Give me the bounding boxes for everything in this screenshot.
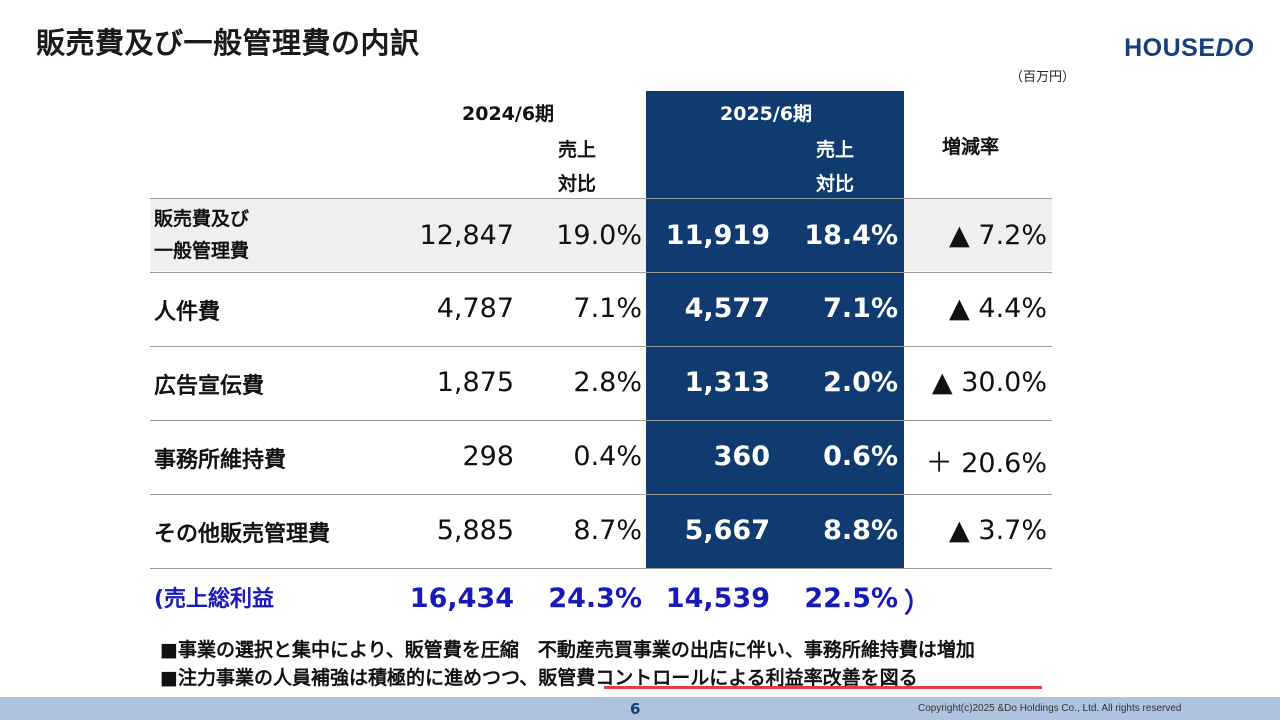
- gross-profit-curr: 14,539: [665, 583, 770, 614]
- row-divider: [150, 420, 1052, 421]
- gross-profit-close: ）: [904, 588, 931, 619]
- cell-change: ▲ 7.2%: [949, 220, 1047, 251]
- cell-curr: 5,667: [684, 515, 770, 546]
- header-period-prev: 2024/6期: [462, 103, 555, 125]
- cell-prev: 5,885: [436, 515, 514, 546]
- gross-profit-prev-ratio: 24.3%: [548, 583, 642, 614]
- header-ratio-prev-2: 対比: [558, 173, 597, 195]
- company-logo: HOUSEDO: [1124, 34, 1254, 63]
- row-divider: [150, 346, 1052, 347]
- row-label-line1: 販売費及び: [154, 208, 250, 230]
- note-line-2: ■注力事業の人員補強は積極的に進めつつ、販管費コントロールによる利益率改善を図る: [160, 667, 918, 689]
- header-change: 増減率: [942, 136, 1000, 158]
- unit-label: （百万円）: [1010, 70, 1076, 85]
- cell-curr-ratio: 8.8%: [823, 515, 898, 546]
- cell-prev-ratio: 19.0%: [556, 220, 642, 251]
- note-line-1: ■事業の選択と集中により、販管費を圧縮 不動産売買事業の出店に伴い、事務所維持費…: [160, 639, 975, 661]
- footer-band: [0, 697, 1280, 720]
- cell-prev: 12,847: [419, 220, 514, 251]
- cell-curr: 1,313: [684, 367, 770, 398]
- cell-prev-ratio: 2.8%: [573, 367, 642, 398]
- cell-change: ▲ 30.0%: [931, 367, 1047, 398]
- cell-curr: 4,577: [684, 293, 770, 324]
- logo-house: HOUSE: [1124, 34, 1216, 62]
- row-label-total: 販売費及び一般管理費: [154, 203, 249, 267]
- cell-curr-ratio: 7.1%: [823, 293, 898, 324]
- header-ratio-prev-1: 売上: [558, 139, 597, 161]
- cell-prev-ratio: 7.1%: [573, 293, 642, 324]
- cell-curr-ratio: 0.6%: [823, 441, 898, 472]
- row-divider: [150, 198, 1052, 199]
- cell-change: ▲ 4.4%: [949, 293, 1047, 324]
- cell-prev: 4,787: [436, 293, 514, 324]
- header-period-curr: 2025/6期: [720, 103, 813, 125]
- cell-curr-ratio: 18.4%: [804, 220, 898, 251]
- cell-prev-ratio: 8.7%: [573, 515, 642, 546]
- cell-change: ＋ 20.6%: [925, 448, 1047, 479]
- current-period-highlight: [646, 91, 904, 569]
- cell-prev-ratio: 0.4%: [573, 441, 642, 472]
- copyright: Copyright(c)2025 &Do Holdings Co., Ltd. …: [918, 703, 1182, 714]
- page-number: 6: [630, 700, 641, 718]
- row-divider: [150, 568, 1052, 569]
- row-label: 事務所維持費: [154, 448, 287, 473]
- note-highlight-underline: [604, 686, 1042, 689]
- cell-curr: 360: [713, 441, 770, 472]
- row-label-line2: 一般管理費: [154, 240, 250, 262]
- gross-profit-curr-ratio: 22.5%: [804, 583, 898, 614]
- row-divider: [150, 272, 1052, 273]
- row-label: 広告宣伝費: [154, 374, 265, 399]
- page-title: 販売費及び一般管理費の内訳: [36, 26, 420, 60]
- logo-do: DO: [1215, 34, 1254, 62]
- row-label: その他販売管理費: [154, 522, 331, 547]
- row-divider: [150, 494, 1052, 495]
- cell-curr: 11,919: [665, 220, 770, 251]
- cell-prev: 298: [462, 441, 514, 472]
- row-label: 人件費: [154, 300, 221, 325]
- gross-profit-prev: 16,434: [409, 583, 514, 614]
- cell-curr-ratio: 2.0%: [823, 367, 898, 398]
- cell-change: ▲ 3.7%: [949, 515, 1047, 546]
- header-ratio-curr-2: 対比: [816, 173, 855, 195]
- header-ratio-curr-1: 売上: [816, 139, 855, 161]
- gross-profit-label: (売上総利益: [154, 587, 275, 612]
- cell-prev: 1,875: [436, 367, 514, 398]
